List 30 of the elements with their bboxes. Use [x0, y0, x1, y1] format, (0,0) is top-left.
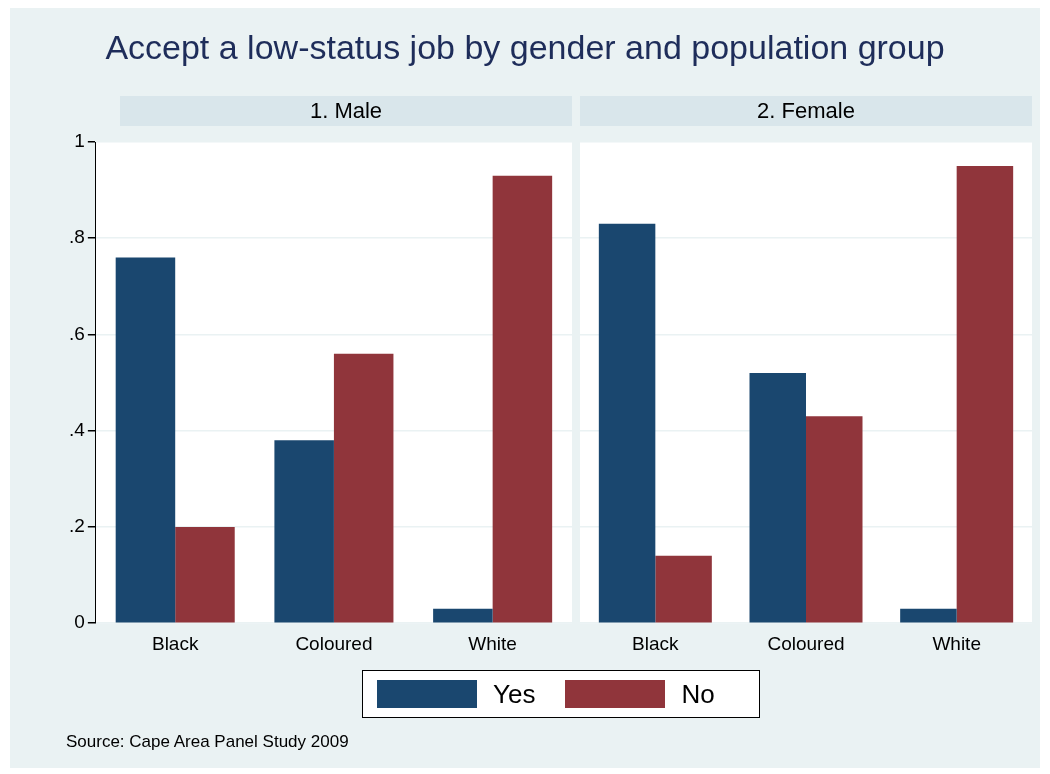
- x-tick-label: White: [468, 632, 517, 654]
- y-tick-label: 0: [74, 611, 85, 633]
- x-tick-label: White: [932, 632, 981, 654]
- y-tick-label: .2: [68, 515, 85, 537]
- bar: [956, 166, 1014, 623]
- bar: [900, 608, 957, 623]
- bar: [806, 416, 863, 623]
- bar: [433, 608, 493, 623]
- bar: [274, 440, 334, 623]
- bar: [598, 223, 656, 623]
- bar: [333, 353, 394, 623]
- x-tick-label: Coloured: [295, 632, 373, 654]
- chart-subtitle: 1. Male: [120, 96, 572, 126]
- source-note: Source: Cape Area Panel Study 2009: [66, 732, 349, 752]
- bar: [749, 372, 806, 623]
- bar: [115, 257, 176, 623]
- y-tick-label: .4: [68, 418, 86, 440]
- bar: [175, 526, 235, 623]
- y-tick-label: .6: [68, 322, 85, 344]
- legend-label: Yes: [493, 678, 536, 710]
- x-tick-label: Coloured: [767, 632, 845, 654]
- chart-subtitle: 2. Female: [580, 96, 1032, 126]
- x-tick-label: Black: [632, 632, 680, 654]
- bar: [655, 555, 712, 623]
- chart-title: Accept a low-status job by gender and population group: [104, 28, 946, 67]
- y-tick-label: .8: [68, 226, 85, 248]
- bar: [492, 175, 553, 623]
- y-tick-label: 1: [74, 130, 85, 152]
- x-tick-label: Black: [151, 632, 199, 654]
- legend-label: No: [681, 678, 715, 710]
